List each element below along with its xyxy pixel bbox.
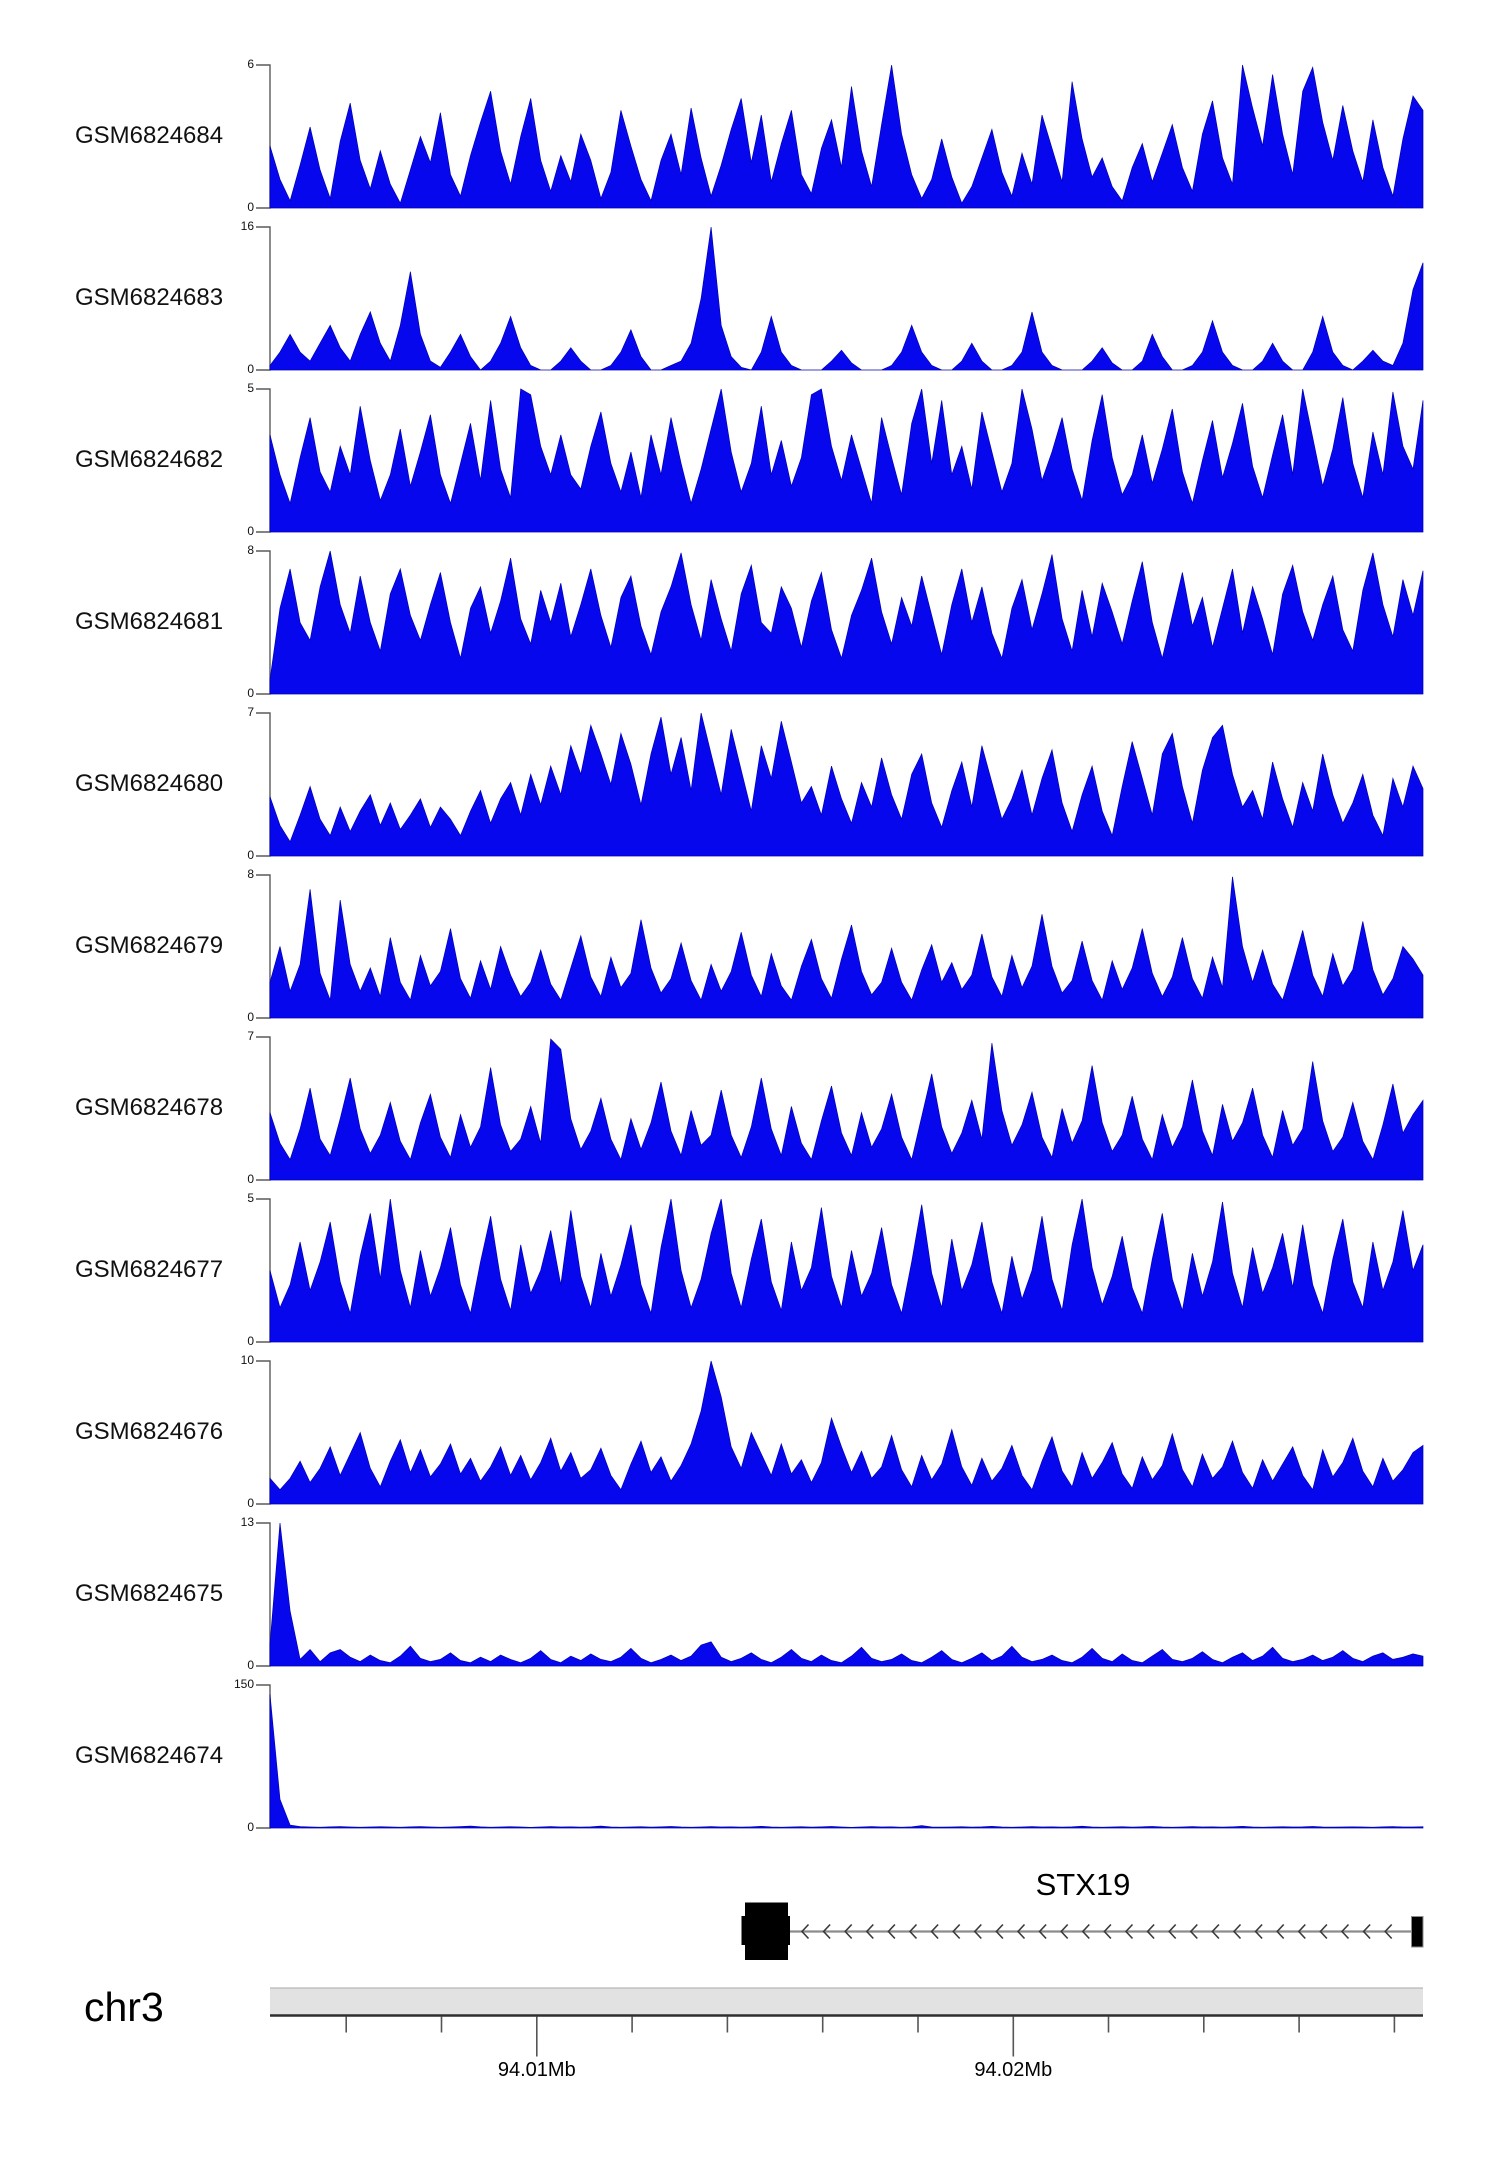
- strand-arrow-left-icon: [1081, 1923, 1090, 1940]
- chromosome-label: chr3: [84, 1984, 164, 2030]
- track-ymax-label: 10: [240, 1353, 254, 1367]
- chromosome-bar: [270, 1988, 1423, 2016]
- track-label: GSM6824681: [75, 607, 224, 635]
- strand-arrow-left-icon: [1168, 1923, 1177, 1940]
- track-zero-label: 0: [247, 524, 254, 538]
- track-label: GSM6824676: [75, 1417, 224, 1445]
- gene-name-label: STX19: [1035, 1867, 1131, 1902]
- track-label: GSM6824683: [75, 283, 224, 311]
- track-zero-label: 0: [247, 1334, 254, 1348]
- track-zero-label: 0: [247, 686, 254, 700]
- track-zero-label: 0: [247, 848, 254, 862]
- track-zero-label: 0: [247, 1658, 254, 1672]
- track-y-axis: [256, 1684, 271, 1829]
- gene-end-exon-box: [1411, 1916, 1424, 1948]
- track-signal-area: [269, 1038, 1424, 1181]
- track-y-axis: [256, 1360, 271, 1505]
- strand-arrow-left-icon: [887, 1923, 896, 1940]
- strand-arrow-left-icon: [930, 1923, 939, 1940]
- strand-arrow-left-icon: [908, 1923, 918, 1940]
- strand-arrow-left-icon: [1340, 1923, 1350, 1940]
- track-ymax-label: 150: [233, 1677, 254, 1691]
- track-ymax-label: 8: [247, 867, 254, 881]
- track-zero-label: 0: [247, 1496, 254, 1510]
- track-y-axis: [256, 1522, 271, 1667]
- track-signal-area: [269, 226, 1424, 371]
- strand-arrow-left-icon: [1060, 1923, 1069, 1940]
- track-ymax-label: 7: [247, 705, 254, 719]
- track-label: GSM6824682: [75, 445, 224, 473]
- strand-arrow-left-icon: [952, 1923, 961, 1940]
- track-y-axis: [256, 226, 271, 371]
- axis-tick-label: 94.02Mb: [974, 2058, 1053, 2081]
- track-ymax-label: 16: [240, 219, 254, 233]
- axis-tick-label: 94.01Mb: [497, 2058, 576, 2081]
- track-ymax-label: 5: [247, 381, 254, 395]
- track-ymax-label: 8: [247, 543, 254, 557]
- strand-arrow-left-icon: [1319, 1923, 1328, 1940]
- strand-arrow-left-icon: [865, 1923, 874, 1940]
- strand-arrow-left-icon: [844, 1923, 853, 1940]
- track-zero-label: 0: [247, 1010, 254, 1024]
- track-signal-area: [269, 1694, 1424, 1829]
- strand-arrow-left-icon: [1362, 1923, 1371, 1940]
- strand-arrow-left-icon: [1189, 1923, 1198, 1940]
- strand-arrow-left-icon: [1016, 1923, 1026, 1940]
- track-label: GSM6824678: [75, 1093, 224, 1121]
- strand-arrow-left-icon: [1254, 1923, 1263, 1940]
- track-label: GSM6824675: [75, 1579, 224, 1607]
- track-signal-area: [269, 388, 1424, 533]
- strand-arrow-left-icon: [995, 1923, 1004, 1940]
- strand-arrow-left-icon: [1297, 1923, 1306, 1940]
- track-label: GSM6824680: [75, 769, 224, 797]
- strand-arrow-left-icon: [1384, 1923, 1393, 1940]
- track-zero-label: 0: [247, 362, 254, 376]
- track-ymax-label: 7: [247, 1029, 254, 1043]
- track-y-axis: [256, 388, 271, 533]
- track-y-axis: [256, 64, 271, 209]
- track-y-axis: [256, 1198, 271, 1343]
- track-zero-label: 0: [247, 200, 254, 214]
- track-signal-area: [269, 1198, 1424, 1343]
- strand-arrow-left-icon: [1211, 1923, 1220, 1940]
- strand-arrow-left-icon: [1038, 1923, 1047, 1940]
- track-signal-area: [269, 550, 1424, 695]
- track-ymax-label: 6: [247, 57, 254, 71]
- gene-exon-box: [745, 1902, 788, 1960]
- track-zero-label: 0: [247, 1172, 254, 1186]
- strand-arrow-left-icon: [1103, 1923, 1112, 1940]
- strand-arrow-left-icon: [800, 1923, 810, 1940]
- track-signal-area: [269, 64, 1424, 209]
- track-y-axis: [256, 874, 271, 1019]
- strand-arrow-left-icon: [1232, 1923, 1242, 1940]
- track-signal-area: [269, 1360, 1424, 1505]
- track-signal-area: [269, 712, 1424, 857]
- strand-arrow-left-icon: [973, 1923, 982, 1940]
- track-ymax-label: 13: [240, 1515, 254, 1529]
- track-ymax-label: 5: [247, 1191, 254, 1205]
- track-label: GSM6824677: [75, 1255, 224, 1283]
- track-signal-area: [269, 1522, 1424, 1667]
- strand-arrow-left-icon: [822, 1923, 831, 1940]
- track-y-axis: [256, 550, 271, 695]
- track-zero-label: 0: [247, 1820, 254, 1834]
- strand-arrow-left-icon: [1146, 1923, 1155, 1940]
- strand-arrow-left-icon: [1276, 1923, 1285, 1940]
- strand-arrow-left-icon: [1124, 1923, 1134, 1940]
- track-y-axis: [256, 712, 271, 857]
- track-label: GSM6824679: [75, 931, 224, 959]
- track-label: GSM6824684: [75, 121, 224, 149]
- track-y-axis: [256, 1036, 271, 1181]
- track-signal-area: [269, 876, 1424, 1019]
- track-label: GSM6824674: [75, 1741, 224, 1769]
